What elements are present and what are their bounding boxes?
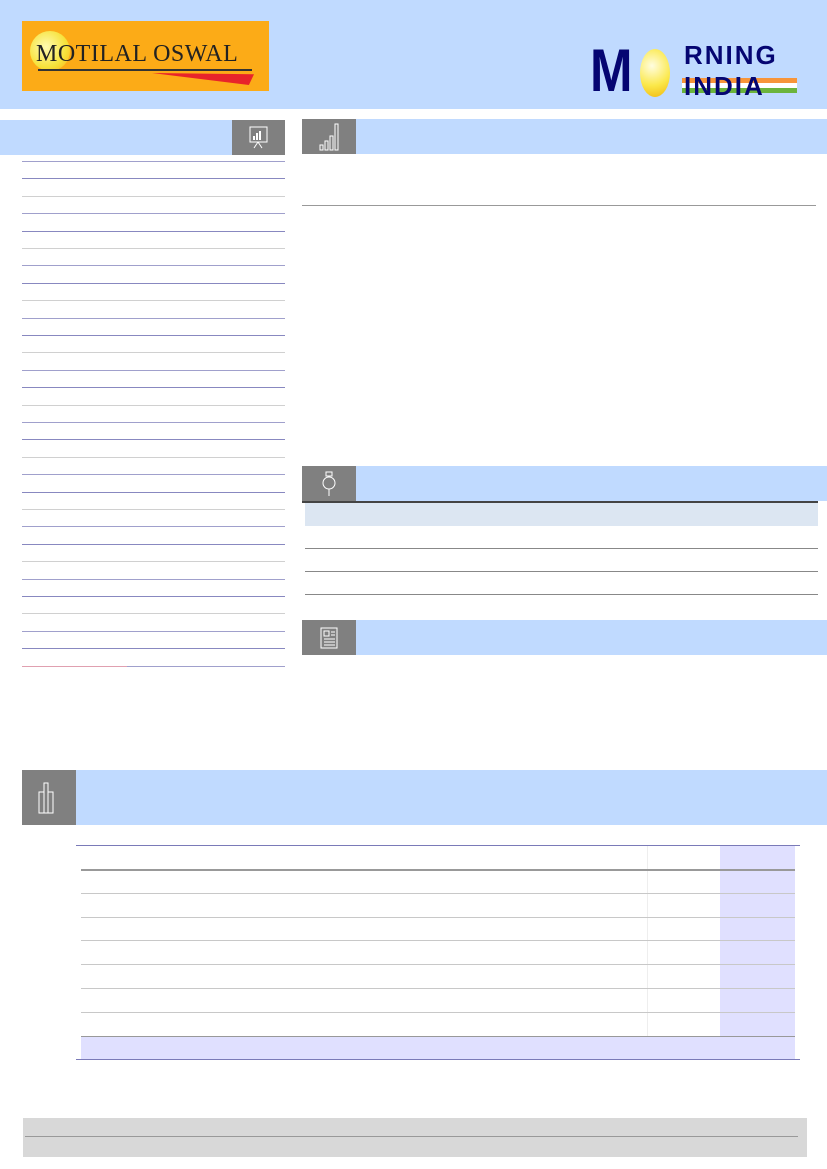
newspaper-icon	[302, 620, 356, 655]
sidebar-row-divider	[22, 526, 285, 528]
sidebar-row-divider	[22, 282, 285, 284]
sidebar-row-divider	[22, 422, 285, 423]
sidebar-row-divider	[22, 474, 285, 476]
table-row-divider	[81, 1035, 795, 1038]
sidebar-row-divider	[22, 439, 285, 441]
sidebar-row-divider	[22, 178, 285, 180]
sidebar-row-divider	[22, 648, 285, 650]
bar-chart-icon	[22, 770, 76, 825]
sidebar-row-divider	[22, 352, 285, 354]
sidebar-row-divider	[22, 230, 285, 232]
sidebar-row-divider	[22, 596, 285, 597]
table-row-divider	[81, 892, 795, 894]
market-section-header	[302, 119, 827, 154]
table-row-divider	[81, 940, 795, 942]
table-row-divider	[81, 1011, 795, 1013]
sidebar-row-divider	[22, 387, 285, 389]
sidebar-row-divider	[22, 613, 285, 615]
table-row-divider	[81, 869, 795, 871]
sidebar-row-divider	[22, 369, 285, 371]
page-header: MOTILAL OSWAL M RNING INDIA	[0, 0, 827, 109]
sidebar-row-divider	[22, 509, 285, 510]
morning-india-logo: M RNING INDIA	[590, 40, 800, 101]
paperclip-tag-icon	[302, 466, 356, 501]
sidebar-row-divider	[22, 404, 285, 406]
presentation-chart-icon	[232, 120, 285, 155]
data-table	[76, 845, 800, 1060]
sidebar-row-divider	[22, 578, 285, 580]
sidebar-row-divider	[22, 195, 285, 197]
sidebar-row-divider	[22, 317, 285, 319]
sidebar-row-divider	[22, 491, 285, 493]
table-row-divider	[81, 916, 795, 918]
sidebar-row-divider	[22, 300, 285, 302]
table-row-divider	[81, 964, 795, 966]
stocks-table-header	[305, 503, 818, 526]
news-section-header	[302, 620, 827, 655]
divider	[302, 205, 816, 206]
sidebar-row-divider	[22, 630, 285, 632]
sidebar-row-divider	[22, 665, 285, 667]
motilal-oswal-logo: MOTILAL OSWAL	[22, 21, 269, 91]
sidebar-row-divider	[22, 335, 285, 336]
signal-bars-icon	[302, 119, 356, 154]
sidebar-row-divider	[22, 265, 285, 267]
sidebar-row-divider	[22, 561, 285, 563]
table-section-header	[22, 770, 827, 825]
table-total-row	[81, 1037, 795, 1059]
sidebar-row-divider	[22, 161, 285, 162]
page-footer	[23, 1118, 807, 1157]
sidebar-row-divider	[22, 543, 285, 545]
sidebar-row-divider	[22, 456, 285, 458]
table-row-divider	[81, 988, 795, 989]
sidebar-row-divider	[22, 248, 285, 249]
sidebar-row-divider	[22, 213, 285, 215]
stocks-section-header	[302, 466, 827, 501]
